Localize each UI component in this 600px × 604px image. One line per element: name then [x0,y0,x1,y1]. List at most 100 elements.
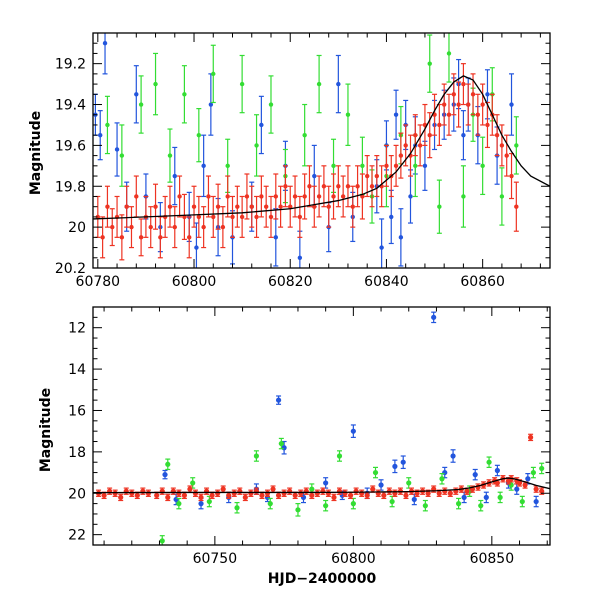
bottom-data-point [198,501,204,507]
bottom-data-point [436,490,442,496]
bottom-data-point [483,494,489,500]
bottom-data-point [425,490,431,496]
top-data-point [374,173,380,179]
top-data-point [201,163,206,169]
top-data-point [114,147,120,152]
top-data-point [384,163,389,169]
bottom-data-point [309,486,315,492]
top-data-point [268,214,274,220]
bottom-data-point [314,490,320,496]
top-data-point [365,173,370,179]
top-data-point [138,235,144,240]
top-data-point [499,194,505,199]
bottom-data-point [112,490,118,496]
bottom-data-point [533,498,539,505]
bottom-data-point [190,480,196,486]
top-data-point [504,153,509,158]
top-data-point [102,41,108,46]
top-data-point [466,102,471,107]
bottom-data-point [494,467,500,474]
bottom-data-point [331,494,337,500]
top-data-point [244,194,250,199]
bottom-data-point [134,492,140,498]
bottom-data-point [533,486,539,492]
top-data-point [172,173,177,179]
bottom-data-point [181,492,187,498]
bottom-data-point [118,494,124,500]
bottom-data-point [422,503,428,509]
bottom-data-point [234,505,240,511]
bottom-data-point [364,492,370,498]
top-data-point [215,204,221,209]
bottom-y-tick-label: 22 [68,528,86,544]
top-data-point [235,204,240,209]
top-data-point [403,143,408,148]
top-data-point [393,112,399,117]
top-data-point [177,194,182,199]
bottom-data-point [298,490,304,496]
bottom-data-point [162,472,168,478]
top-y-axis-title: Magnitude [28,111,44,195]
bottom-y-tick-label: 18 [68,445,86,461]
bottom-data-point [370,486,376,492]
top-data-point [119,235,125,240]
top-data-point [201,224,206,230]
top-y-tick-label: 20 [68,220,86,236]
top-data-point [379,245,384,250]
bottom-data-point [129,490,135,496]
top-data-point [456,102,461,107]
top-data-point [211,214,216,220]
bottom-data-point [275,397,282,403]
top-data-point [273,194,278,199]
top-data-point [124,204,129,209]
top-data-point [129,224,134,230]
bottom-data-point [264,490,271,496]
bottom-data-point [292,492,298,498]
top-data-point [134,194,139,199]
top-data-point [273,235,278,240]
bottom-data-point [447,490,453,496]
bottom-data-point [350,501,356,507]
bottom-data-point [486,459,492,465]
top-data-point [398,235,404,240]
top-data-point [461,81,466,87]
top-data-point [451,92,456,97]
bottom-data-point [336,488,343,494]
top-data-point [485,122,490,128]
bottom-y-axis-title: Magnitude [38,388,54,472]
top-data-point [162,214,168,220]
top-data-point [263,204,269,209]
bottom-data-point [350,428,356,434]
top-data-point [461,194,466,199]
top-data-point [312,173,317,179]
top-data-point [475,112,481,117]
bottom-data-point [342,490,348,496]
top-data-point [297,214,303,220]
bottom-data-point [392,463,398,469]
bottom-series-2 [95,433,545,502]
bottom-data-point [336,453,343,459]
bottom-data-point [320,488,326,494]
top-data-point [480,163,485,169]
top-data-point [134,92,139,97]
bottom-data-point [281,490,287,496]
bottom-data-point [539,465,545,472]
bottom-data-point [323,480,329,486]
bottom-data-point [242,494,248,500]
bottom-data-point [461,494,467,500]
top-data-point [138,102,144,107]
bottom-y-tick-label: 16 [68,403,86,419]
top-panel-light-curve-zoom: Magnitude 60780 60800 60820 60840 60860 19.2 1… [28,32,551,290]
top-data-point [278,204,283,209]
top-data-point [509,173,514,179]
top-data-point [413,163,418,169]
top-data-point [350,204,355,209]
bottom-data-point [439,476,445,482]
top-data-point [345,184,351,189]
top-y-tick-label: 19.4 [55,98,86,114]
top-data-point [167,204,173,209]
top-model-curve [93,75,550,220]
bottom-ticks [93,306,550,546]
top-data-point [239,214,245,220]
